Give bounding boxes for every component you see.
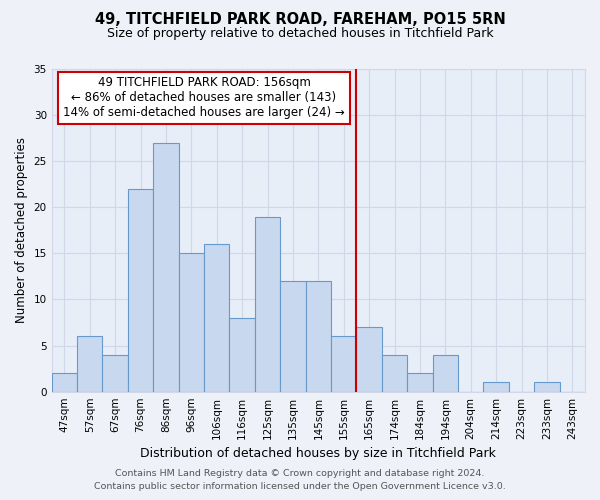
X-axis label: Distribution of detached houses by size in Titchfield Park: Distribution of detached houses by size … (140, 447, 496, 460)
Y-axis label: Number of detached properties: Number of detached properties (15, 138, 28, 324)
Text: 49, TITCHFIELD PARK ROAD, FAREHAM, PO15 5RN: 49, TITCHFIELD PARK ROAD, FAREHAM, PO15 … (95, 12, 505, 28)
Bar (52, 373, 77, 392)
Bar (103, 355, 128, 392)
Bar (382, 355, 407, 392)
Bar (153, 143, 179, 392)
Text: 49 TITCHFIELD PARK ROAD: 156sqm
← 86% of detached houses are smaller (143)
14% o: 49 TITCHFIELD PARK ROAD: 156sqm ← 86% of… (63, 76, 345, 120)
Bar (305, 281, 331, 392)
Bar (534, 382, 560, 392)
Bar (484, 382, 509, 392)
Text: Contains HM Land Registry data © Crown copyright and database right 2024.
Contai: Contains HM Land Registry data © Crown c… (94, 470, 506, 491)
Bar (229, 318, 255, 392)
Bar (204, 244, 229, 392)
Bar (433, 355, 458, 392)
Bar (128, 189, 153, 392)
Bar (356, 327, 382, 392)
Bar (331, 336, 356, 392)
Bar (179, 254, 204, 392)
Bar (280, 281, 305, 392)
Bar (255, 216, 280, 392)
Bar (407, 373, 433, 392)
Bar (77, 336, 103, 392)
Text: Size of property relative to detached houses in Titchfield Park: Size of property relative to detached ho… (107, 28, 493, 40)
